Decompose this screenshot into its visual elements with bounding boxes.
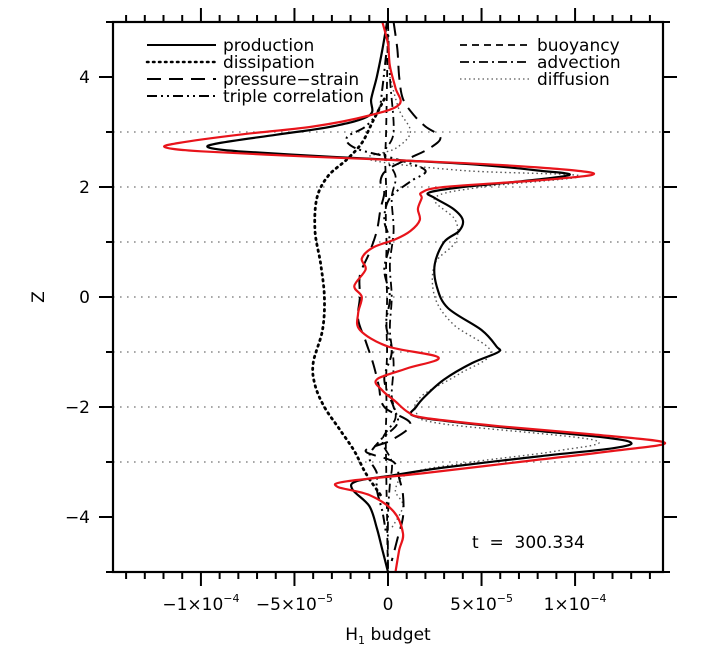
x-axis-title: H1 budget [345, 625, 431, 647]
legend-label: advection [537, 53, 621, 73]
x-tick-mantissa: −1×10 [162, 595, 223, 615]
x-tick-exponent: −4 [590, 592, 606, 605]
x-tick-label: −1×10−4 [162, 592, 239, 615]
legend-label: diffusion [537, 70, 610, 90]
x-tick-label: 1×10−4 [544, 592, 607, 615]
x-tick-label: 0 [383, 595, 394, 615]
x-tick-label: −5×10−5 [256, 592, 333, 615]
series-red-reference [163, 21, 667, 573]
y-tick-label: 0 [79, 288, 90, 308]
x-tick-exponent: −4 [223, 592, 239, 605]
x-axis-title-main: H [345, 625, 358, 645]
legend-label: buoyancy [537, 36, 620, 56]
legend-label: pressure−strain [223, 70, 359, 90]
x-tick-label: 5×10−5 [450, 592, 513, 615]
legend-label: dissipation [223, 53, 315, 73]
y-tick-labels: −4 −2 0 2 4 [65, 68, 90, 528]
time-annotation: t = 300.334 [472, 533, 585, 553]
x-tick-mantissa: 5×10 [450, 595, 497, 615]
legend: productiondissipationpressure−straintrip… [145, 36, 621, 107]
x-tick-mantissa: −5×10 [256, 595, 317, 615]
plot-frame [111, 20, 665, 574]
series-dissipation [311, 97, 386, 497]
x-tick-exponent: −5 [317, 592, 333, 605]
series-lines [163, 21, 667, 573]
y-tick-label: 4 [79, 68, 90, 88]
legend-label: triple correlation [223, 87, 364, 107]
y-tick-label: −4 [65, 508, 90, 528]
series-production [206, 21, 633, 573]
grid-lines [113, 131, 663, 463]
x-tick-exponent: −5 [497, 592, 513, 605]
x-tick-mantissa: 1×10 [544, 595, 591, 615]
y-tick-label: −2 [65, 398, 90, 418]
x-axis-title-suffix: budget [365, 625, 431, 645]
series-diffusion [366, 76, 600, 529]
legend-label: production [223, 36, 314, 56]
axis-ticks [99, 8, 677, 586]
series-triple-correlation [345, 54, 427, 534]
x-axis-title-subscript: 1 [358, 634, 365, 647]
y-axis-title: Z [29, 291, 49, 303]
series-pressure-strain [356, 21, 442, 562]
x-tick-labels: −1×10−4 −5×10−5 0 5×10−5 1×10−4 [162, 592, 606, 615]
x-tick-mantissa: 0 [383, 595, 394, 615]
y-tick-label: 2 [79, 178, 90, 198]
